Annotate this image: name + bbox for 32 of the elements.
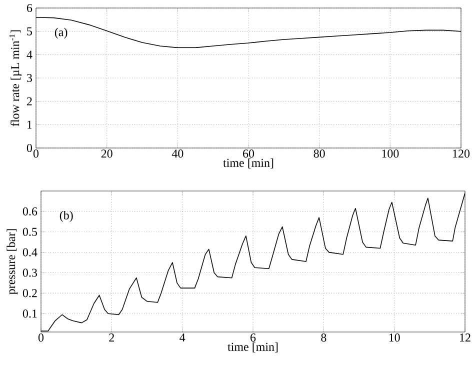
y-tick-label: 0.1 xyxy=(22,310,37,318)
y-tick-label: 5 xyxy=(27,27,32,36)
y-axis-title: flow rate [µL min$^{-1}$] xyxy=(9,30,22,126)
y-tick-label: 4 xyxy=(26,50,32,59)
y-tick-label: 0.6 xyxy=(22,207,38,216)
y-tick-label: 6 xyxy=(26,4,32,12)
x-tick-label: 0 xyxy=(38,334,44,342)
y-tick-label: 0.5 xyxy=(22,228,38,236)
y-tick-label: 0.3 xyxy=(22,268,38,277)
x-tick-label: 6 xyxy=(250,334,256,342)
x-tick-label: 120 xyxy=(453,150,470,158)
x-tick-label: 80 xyxy=(314,150,325,158)
x-tick-label: 60 xyxy=(243,150,254,158)
y-tick-label: 0.4 xyxy=(22,248,38,256)
x-axis-title: time [min] xyxy=(223,158,274,168)
x-axis-title: time [min] xyxy=(228,342,278,352)
x-tick-label: 100 xyxy=(382,150,399,158)
annotation: (a) xyxy=(54,28,68,39)
y-tick-label: 0 xyxy=(26,144,32,152)
x-tick-label: 10 xyxy=(389,334,400,342)
y-tick-label: 3 xyxy=(27,74,32,82)
x-tick-label: 12 xyxy=(460,334,470,342)
x-tick-label: 8 xyxy=(321,334,326,342)
y-tick-label: 1 xyxy=(28,120,32,129)
x-tick-label: 20 xyxy=(101,150,112,158)
x-tick-label: 40 xyxy=(172,150,184,158)
y-axis-title: pressure [bar] xyxy=(6,229,18,294)
annotation: (b) xyxy=(60,210,73,222)
x-tick-label: 4 xyxy=(180,334,186,342)
y-tick-label: 0.2 xyxy=(22,289,37,298)
x-tick-label: 2 xyxy=(109,334,114,342)
y-tick-label: 2 xyxy=(27,97,32,106)
